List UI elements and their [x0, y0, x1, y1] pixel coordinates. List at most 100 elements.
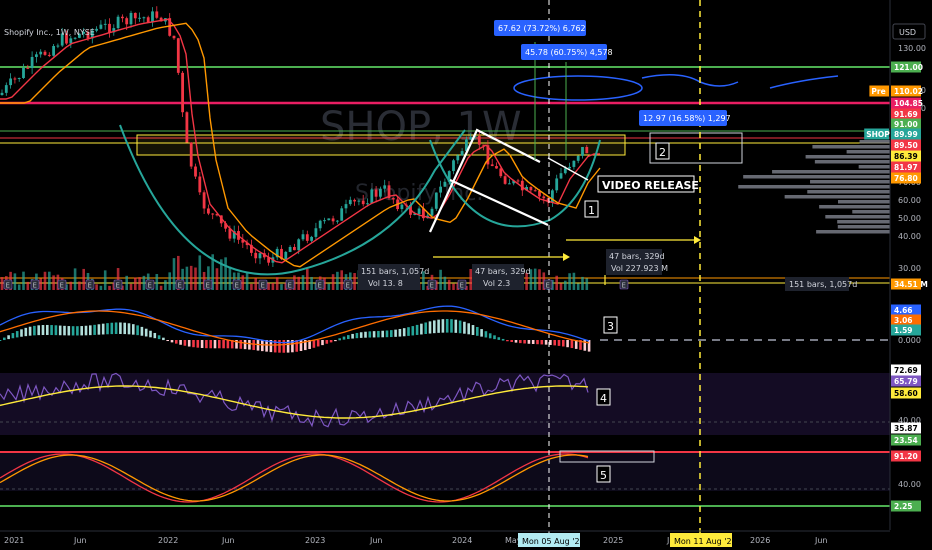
time-axis-label: Jun: [73, 536, 87, 545]
macd-bar: [566, 340, 569, 348]
earnings-marker[interactable]: E: [57, 279, 67, 290]
macd-bar: [170, 340, 174, 343]
earnings-marker[interactable]: E: [3, 279, 13, 290]
volume-bar: [572, 272, 576, 290]
freehand-arrow[interactable]: [769, 75, 839, 89]
measure-box-top1[interactable]: [494, 20, 586, 36]
price-tick-label: 50.00: [898, 214, 921, 223]
macd-bar: [480, 329, 483, 337]
target-zone-box[interactable]: [649, 132, 743, 164]
price-tick-label: 60.00: [898, 196, 921, 205]
macd-bar: [269, 340, 273, 353]
range-box-d[interactable]: [785, 277, 849, 291]
macd-bar: [299, 340, 303, 352]
volume-bar: [297, 276, 300, 290]
video-release-box[interactable]: [597, 175, 695, 193]
earnings-marker[interactable]: E: [113, 279, 123, 290]
volume-bar: [469, 268, 472, 290]
annotation-box-4[interactable]: [596, 388, 611, 406]
annotation-box-2[interactable]: [655, 142, 670, 160]
macd-bar: [458, 320, 462, 334]
volume-profile-bar: [814, 160, 890, 164]
cursor-time-label: Mon 05 Aug '24: [522, 537, 585, 546]
volume-bar: [585, 278, 589, 290]
stoch-zone-box[interactable]: [559, 450, 655, 463]
volume-bar: [581, 276, 584, 290]
indicator-tag-bg: [891, 304, 921, 316]
ma-red-line: [0, 18, 600, 264]
indicator-tag-label: 58.60: [894, 389, 918, 398]
time-axis-label: Jun: [221, 536, 235, 545]
currency-button[interactable]: [892, 23, 926, 40]
volume-profile-bar: [816, 230, 890, 234]
price-tag-bg: [891, 278, 921, 290]
volume-bar: [439, 269, 442, 290]
svg-text:E: E: [33, 282, 37, 290]
earnings-marker[interactable]: E: [203, 279, 213, 290]
macd-bar: [351, 333, 354, 339]
earnings-marker[interactable]: E: [457, 279, 467, 290]
flag-pole[interactable]: [429, 128, 541, 233]
volume-bar: [17, 284, 21, 290]
price-scale[interactable]: [890, 0, 932, 550]
earnings-marker[interactable]: E: [85, 279, 95, 290]
annotation-box-1[interactable]: [584, 200, 599, 218]
earnings-marker[interactable]: E: [30, 279, 40, 290]
macd-bar: [7, 335, 10, 340]
earnings-marker[interactable]: E: [258, 279, 268, 290]
target-ellipse[interactable]: [513, 75, 643, 101]
annotation-box-3[interactable]: [603, 316, 618, 334]
macd-bar: [132, 324, 135, 335]
measure-box-mid[interactable]: [639, 110, 727, 126]
earnings-marker[interactable]: E: [315, 279, 325, 290]
flag-lower[interactable]: [449, 179, 549, 226]
earnings-marker[interactable]: E: [343, 279, 353, 290]
macd-bar: [540, 340, 544, 345]
earnings-marker[interactable]: E: [145, 279, 155, 290]
cup-pattern-left[interactable]: [119, 124, 466, 276]
volume-bar: [555, 275, 558, 290]
volume-bar: [465, 285, 468, 290]
earnings-marker[interactable]: E: [285, 279, 295, 290]
resistance-zone[interactable]: [136, 134, 626, 156]
macd-bar: [390, 330, 393, 338]
range-box-b[interactable]: [472, 264, 524, 290]
macd-bar: [359, 332, 363, 338]
breakout-line[interactable]: [547, 157, 589, 181]
price-tag-label: 89.50: [894, 141, 918, 150]
macd-bar: [347, 335, 350, 340]
macd-bar: [510, 340, 513, 343]
range-box-c[interactable]: [606, 249, 662, 275]
earnings-marker[interactable]: E: [543, 279, 553, 290]
earnings-marker[interactable]: E: [175, 279, 185, 290]
macd-bar: [89, 325, 92, 336]
volume-profile-bar: [784, 195, 890, 199]
range-box-a[interactable]: [358, 264, 420, 290]
price-tag-label: 91.69: [894, 110, 918, 119]
macd-bar: [46, 324, 49, 335]
earnings-marker[interactable]: E: [232, 279, 242, 290]
macd-bar: [200, 340, 204, 348]
price-tag-bg: [891, 118, 921, 130]
indicator-tag-label: 2.25: [894, 502, 913, 511]
earnings-marker[interactable]: E: [427, 279, 437, 290]
indicator-tag-bg: [891, 364, 921, 376]
volume-bar: [138, 277, 141, 290]
macd-bar: [398, 328, 402, 337]
range-a-bars: 151 bars, 1,057d: [361, 267, 429, 276]
measure-box-top2[interactable]: [521, 44, 607, 60]
earnings-marker[interactable]: E: [619, 279, 629, 290]
indicator-tag-bg: [891, 375, 921, 387]
macd-bar: [183, 340, 187, 346]
macd-bar: [157, 335, 161, 340]
macd-bar: [411, 326, 415, 336]
price-tag-bg: [891, 139, 921, 151]
volume-bar: [194, 267, 197, 290]
ma-orange-line: [0, 22, 601, 268]
macd-bar: [304, 340, 307, 351]
annotation-box-5[interactable]: [596, 465, 611, 483]
volume-bar: [452, 283, 455, 290]
price-tag-label: 89.99: [894, 130, 918, 139]
macd-bar: [562, 340, 565, 347]
